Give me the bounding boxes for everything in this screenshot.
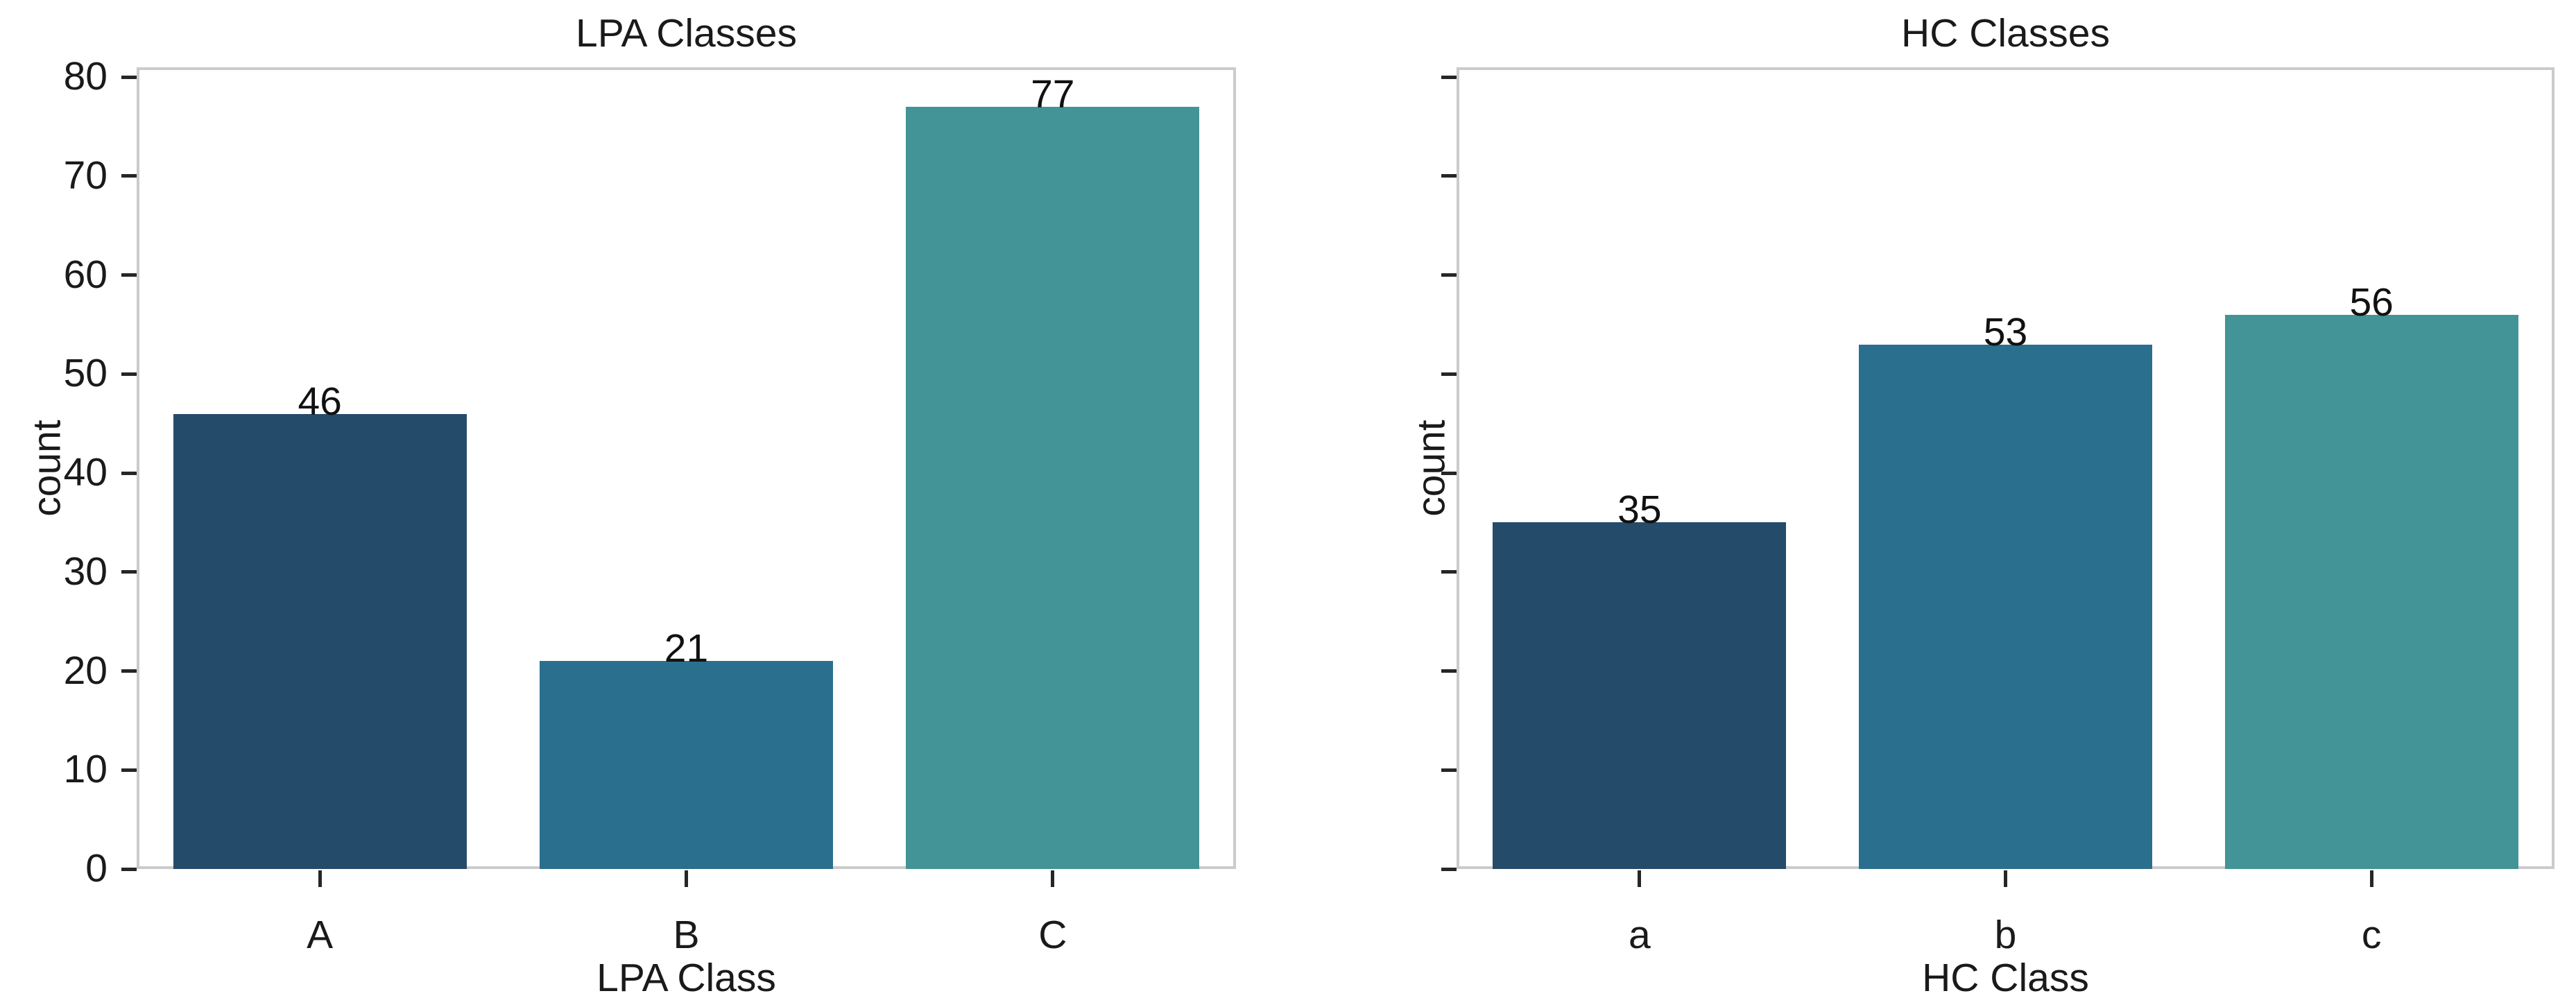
x-tick <box>1638 870 1642 887</box>
x-tick-label: B <box>673 913 700 957</box>
bar-value-label: 77 <box>1031 72 1075 117</box>
y-tick <box>1441 471 1457 475</box>
y-tick-label: 80 <box>63 54 108 99</box>
x-axis-label: LPA Class <box>596 956 776 998</box>
x-tick <box>685 870 688 887</box>
y-tick-label: 30 <box>63 549 108 594</box>
bar-C <box>906 107 1200 869</box>
y-tick <box>1441 372 1457 376</box>
x-tick-label: A <box>307 913 334 957</box>
y-tick <box>1441 570 1457 574</box>
x-tick <box>318 870 322 887</box>
y-tick <box>121 174 137 178</box>
y-tick <box>1441 75 1457 79</box>
y-axis-label: count <box>1409 420 1454 517</box>
y-tick <box>1441 174 1457 178</box>
y-tick <box>121 867 137 871</box>
y-tick <box>121 570 137 574</box>
x-tick <box>2004 870 2007 887</box>
y-tick <box>121 471 137 475</box>
y-tick-label: 20 <box>63 648 108 693</box>
bar-value-label: 21 <box>664 626 709 671</box>
y-tick-label: 0 <box>85 846 108 891</box>
y-tick-label: 70 <box>63 153 108 198</box>
y-tick-label: 10 <box>63 747 108 792</box>
y-tick-label: 40 <box>63 450 108 495</box>
bar-b <box>1859 344 2152 869</box>
x-axis-label: HC Class <box>1922 956 2089 998</box>
x-tick <box>1051 870 1055 887</box>
x-tick-label: C <box>1038 913 1067 957</box>
x-tick-label: c <box>2361 913 2382 957</box>
y-tick-label: 50 <box>63 351 108 396</box>
y-tick <box>121 372 137 376</box>
y-tick <box>1441 768 1457 772</box>
bar-a <box>1493 522 1787 869</box>
chart-title: HC Classes <box>1901 11 2110 55</box>
bar-A <box>173 413 467 869</box>
bar-value-label: 56 <box>2349 279 2394 325</box>
bar-B <box>540 661 833 869</box>
y-tick-label: 60 <box>63 252 108 297</box>
y-tick <box>1441 867 1457 871</box>
x-tick <box>2369 870 2373 887</box>
x-tick-label: b <box>1994 913 2017 957</box>
chart-title: LPA Classes <box>576 11 797 55</box>
bar-value-label: 46 <box>298 379 342 424</box>
y-tick <box>1441 273 1457 277</box>
y-tick <box>121 273 137 277</box>
y-tick <box>121 669 137 673</box>
y-tick <box>121 75 137 79</box>
bar-value-label: 35 <box>1617 488 1662 533</box>
y-tick <box>121 768 137 772</box>
bar-value-label: 53 <box>1983 309 2028 354</box>
bar-c <box>2224 314 2518 869</box>
y-tick <box>1441 669 1457 673</box>
x-tick-label: a <box>1628 913 1651 957</box>
